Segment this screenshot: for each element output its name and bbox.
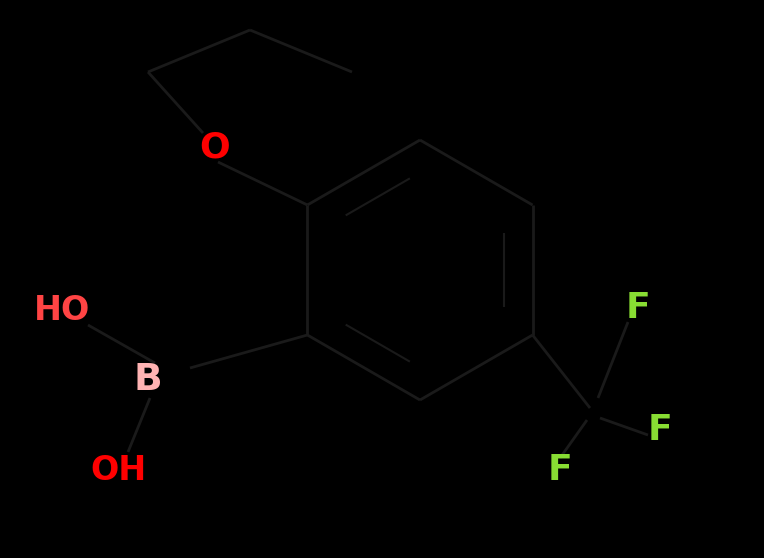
Text: HO: HO [34,294,90,326]
Text: F: F [648,413,672,447]
Text: F: F [626,291,650,325]
Text: B: B [134,362,162,398]
Text: O: O [199,131,231,165]
Text: OH: OH [90,454,146,487]
Text: F: F [548,453,572,487]
